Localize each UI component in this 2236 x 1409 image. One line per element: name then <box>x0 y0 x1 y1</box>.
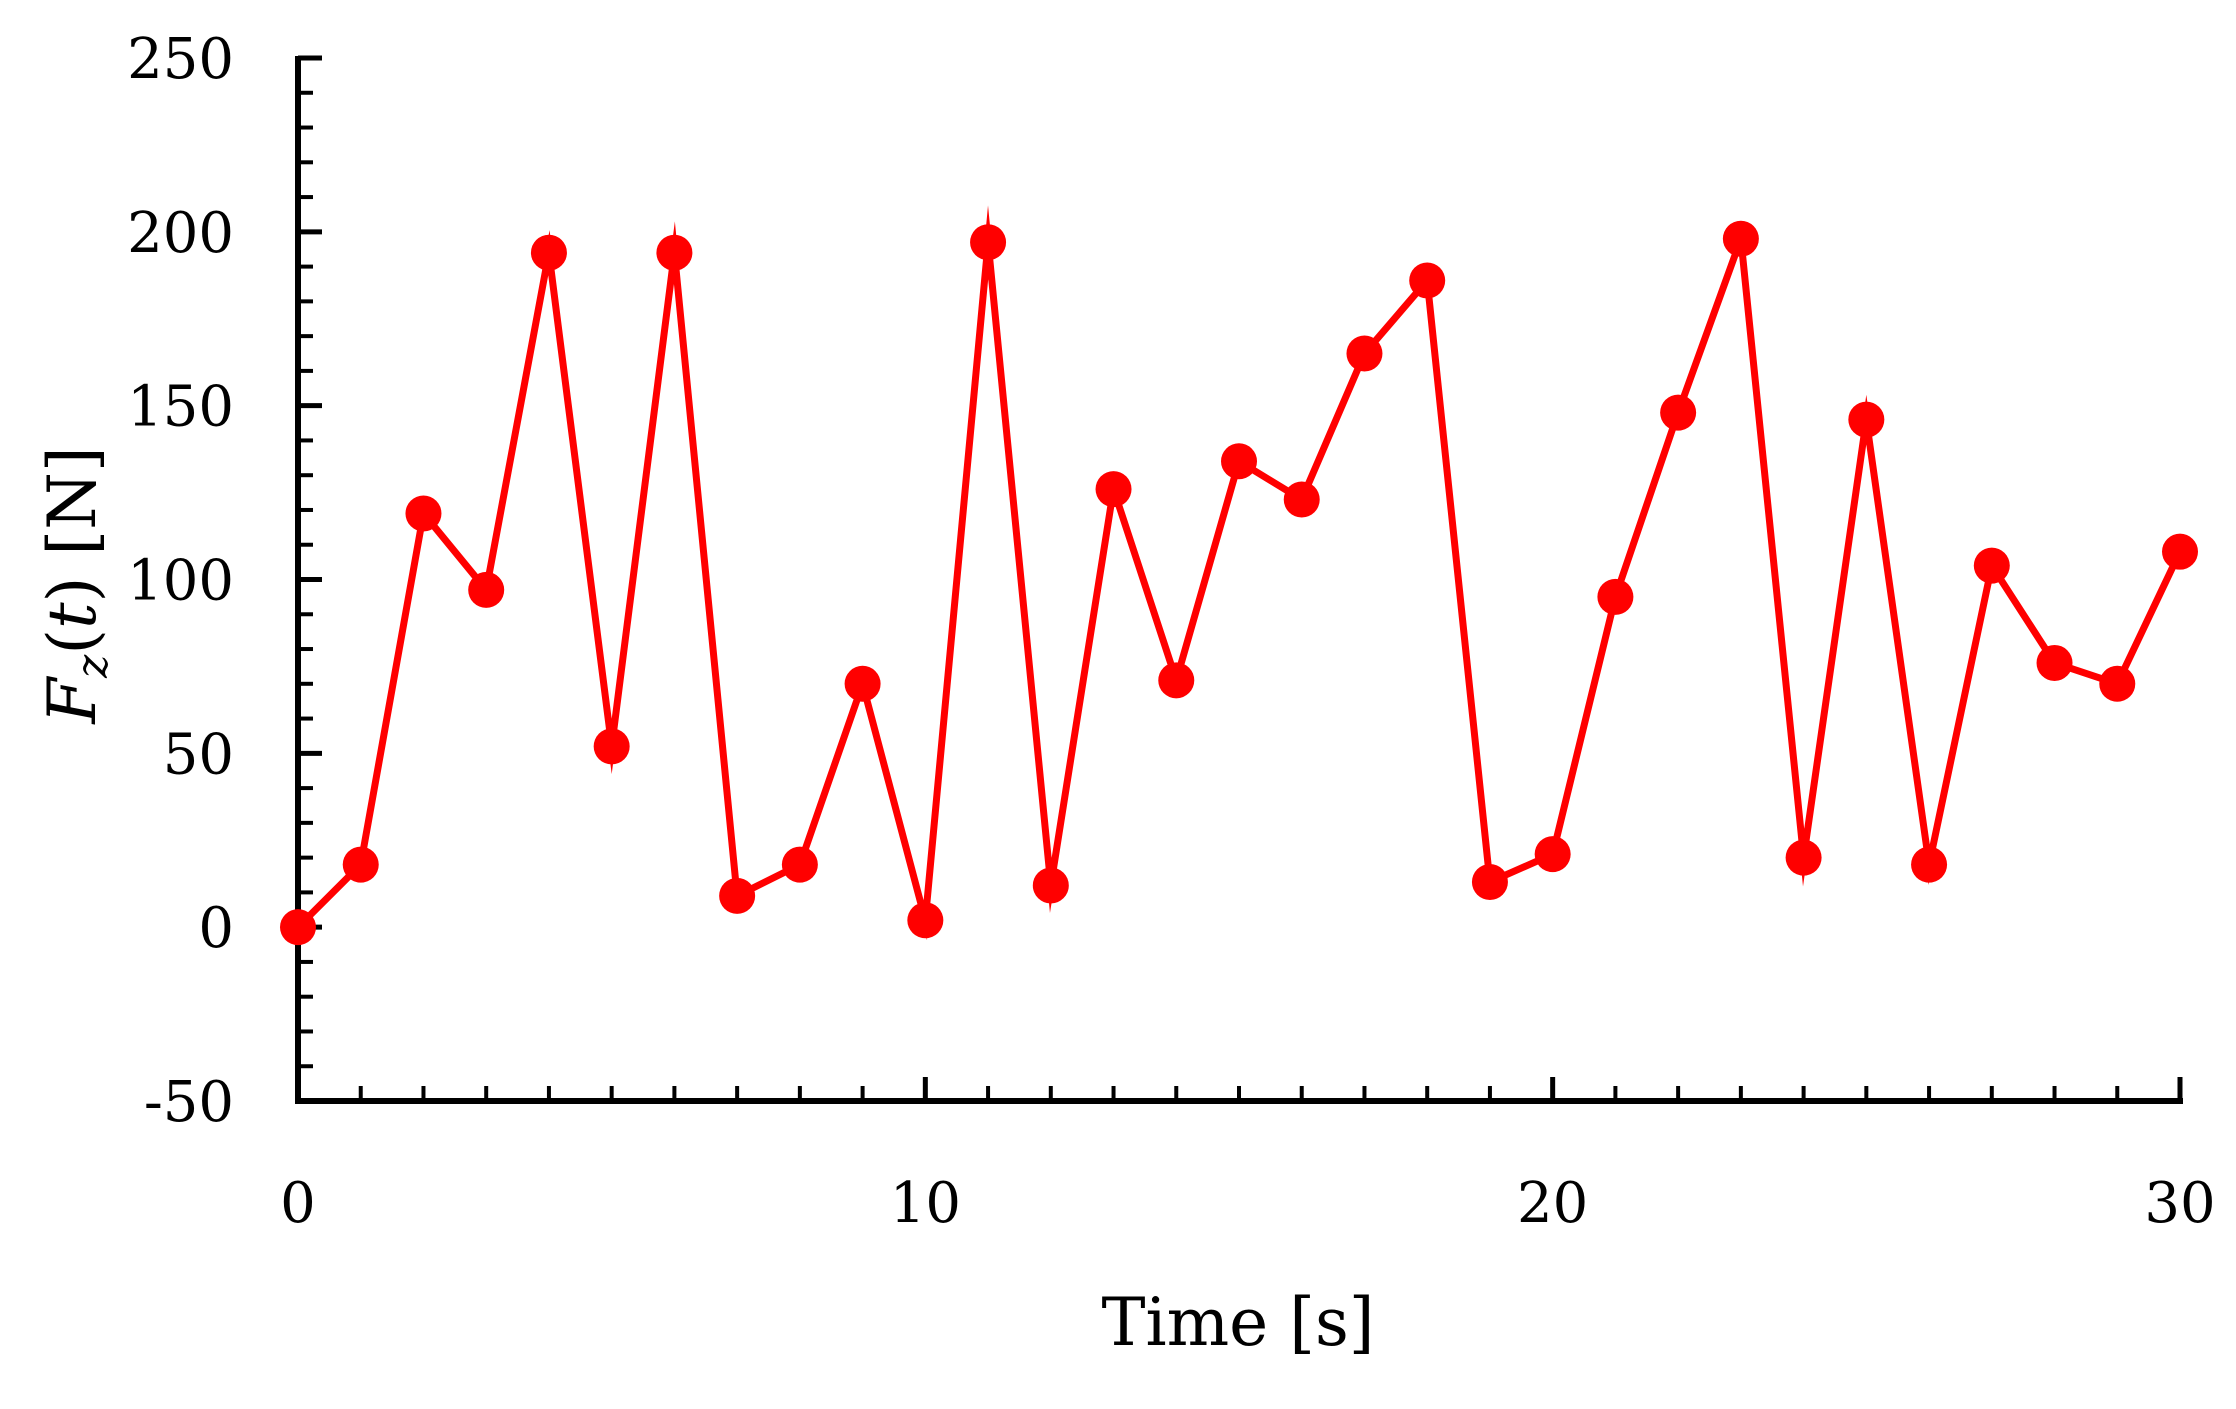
y-axis-title-argument: t <box>34 602 111 629</box>
data-point <box>1032 867 1069 904</box>
y-axis-title-close-paren: ) <box>34 577 111 603</box>
data-point <box>1597 578 1634 615</box>
x-tick-label: 20 <box>1517 1171 1588 1236</box>
y-axis-title-subscript: z <box>67 654 118 679</box>
y-tick-label: 200 <box>127 201 234 266</box>
data-point <box>593 728 630 765</box>
data-point <box>2162 533 2198 570</box>
series-line <box>295 205 2184 941</box>
data-point <box>1722 220 1759 257</box>
y-tick-label: -50 <box>144 1070 234 1135</box>
axes: -50 0 50 100 150 200 250 0 10 20 30 <box>127 27 2216 1236</box>
series-layer <box>280 205 2198 946</box>
y-axis-title: Fz(t) [N] <box>34 446 118 724</box>
data-point <box>405 495 442 532</box>
y-axis-title-unit: [N] <box>34 446 111 576</box>
data-point <box>970 224 1007 261</box>
y-axis-title-open-paren: ( <box>34 629 111 655</box>
data-point <box>1409 262 1446 299</box>
x-axis-title: Time [s] <box>1101 1284 1374 1361</box>
data-point <box>907 902 944 939</box>
data-point <box>2099 665 2136 702</box>
data-point <box>468 571 505 608</box>
y-tick-label: 100 <box>127 549 234 614</box>
data-point <box>280 909 316 946</box>
data-point <box>1283 481 1320 518</box>
data-point <box>1471 863 1508 900</box>
data-point <box>1221 443 1257 480</box>
data-point <box>1973 547 2010 584</box>
data-point <box>530 234 567 271</box>
x-tick-label: 30 <box>2144 1171 2215 1236</box>
data-point <box>1785 839 1822 876</box>
data-point <box>2036 644 2073 681</box>
data-point <box>656 234 693 271</box>
data-point <box>1534 836 1571 873</box>
x-tick-label: 10 <box>890 1171 961 1236</box>
y-tick-label: 150 <box>127 375 234 440</box>
data-point <box>719 877 756 914</box>
y-tick-label: 250 <box>127 27 234 92</box>
data-point <box>1848 401 1885 438</box>
data-point <box>1095 471 1132 508</box>
data-point <box>1911 846 1948 883</box>
y-tick-label: 0 <box>198 896 234 961</box>
data-point <box>1346 335 1383 372</box>
y-tick-label: 50 <box>163 722 234 787</box>
data-point <box>342 846 379 883</box>
data-point <box>844 665 881 702</box>
data-point <box>1158 662 1195 699</box>
x-tick-label: 0 <box>280 1171 316 1236</box>
data-point <box>781 846 818 883</box>
y-axis-title-symbol: F <box>34 676 111 725</box>
data-point <box>1660 394 1697 431</box>
